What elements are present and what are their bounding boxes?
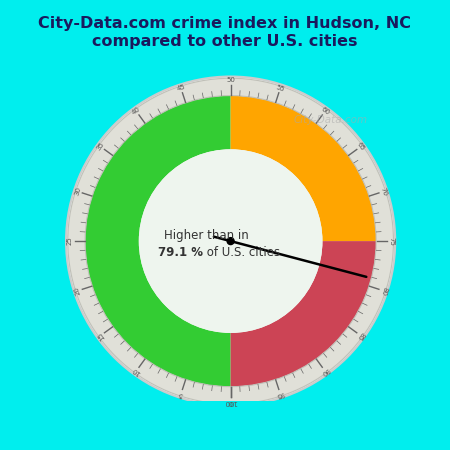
- Text: City-Data.com crime index in Hudson, NC: City-Data.com crime index in Hudson, NC: [39, 16, 411, 31]
- Text: 50: 50: [226, 77, 235, 83]
- Text: Higher than in: Higher than in: [164, 230, 249, 243]
- Text: 65: 65: [356, 141, 366, 152]
- Text: 0: 0: [228, 399, 233, 405]
- Text: 90: 90: [320, 366, 331, 376]
- Text: of U.S. cities: of U.S. cities: [203, 246, 280, 259]
- Text: 70: 70: [379, 186, 388, 197]
- Wedge shape: [85, 95, 230, 387]
- Circle shape: [66, 76, 395, 406]
- Text: 75: 75: [388, 237, 394, 246]
- Text: compared to other U.S. cities: compared to other U.S. cities: [92, 34, 358, 49]
- Text: 20: 20: [73, 286, 82, 296]
- Wedge shape: [230, 241, 376, 387]
- Text: 85: 85: [356, 330, 366, 341]
- Text: 25: 25: [67, 237, 73, 246]
- Text: 10: 10: [130, 366, 142, 376]
- Text: 40: 40: [131, 106, 141, 116]
- Text: 45: 45: [176, 84, 186, 92]
- Text: 5: 5: [178, 391, 184, 397]
- Text: 79.1 %: 79.1 %: [158, 246, 203, 259]
- Text: 55: 55: [275, 84, 285, 92]
- Wedge shape: [68, 78, 393, 404]
- Text: 15: 15: [95, 330, 106, 341]
- Text: 60: 60: [320, 106, 331, 116]
- Text: City-Data.com: City-Data.com: [294, 115, 368, 125]
- Text: 100: 100: [224, 399, 238, 405]
- Circle shape: [139, 149, 323, 333]
- Text: 95: 95: [275, 390, 285, 398]
- Wedge shape: [230, 95, 376, 241]
- Circle shape: [227, 238, 234, 245]
- Text: 35: 35: [95, 141, 106, 152]
- Text: 80: 80: [379, 286, 388, 296]
- Text: 30: 30: [73, 186, 82, 197]
